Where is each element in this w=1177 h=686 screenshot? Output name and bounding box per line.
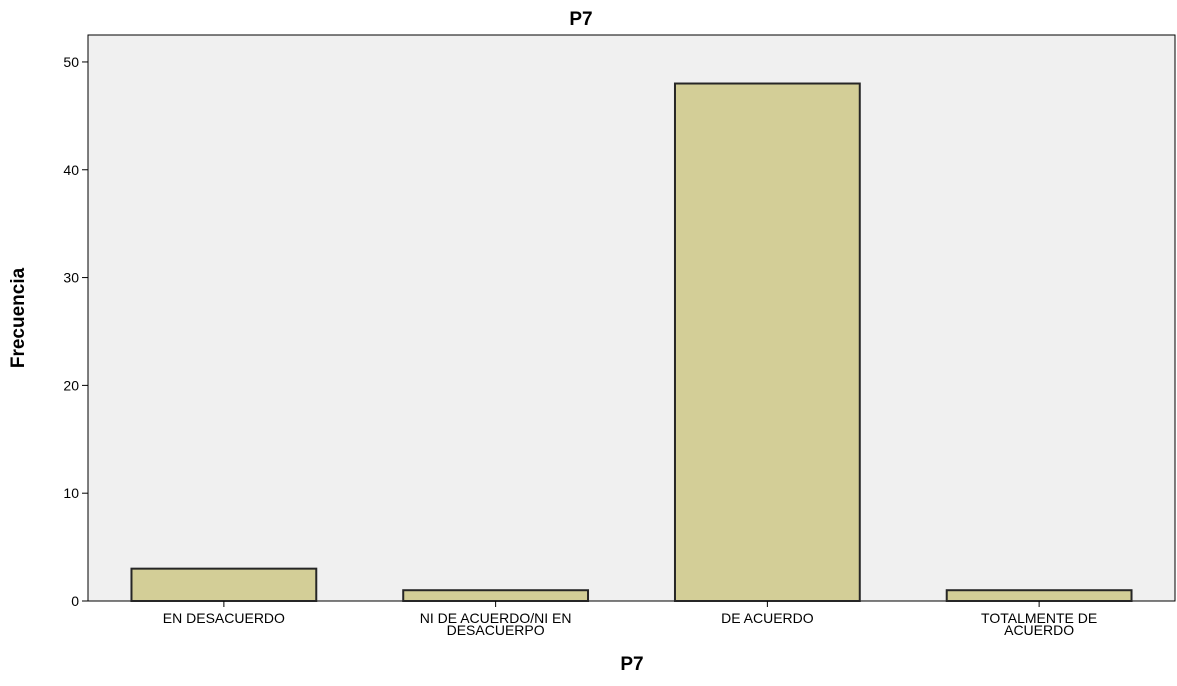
bar [673, 82, 861, 602]
y-tick-label: 10 [63, 485, 79, 501]
x-tick-label: DE ACUERDO [721, 610, 814, 626]
y-tick-label: 0 [71, 593, 79, 609]
chart-title: P7 [569, 9, 592, 30]
bars-group [130, 82, 1133, 603]
y-tick-label: 20 [63, 377, 79, 393]
y-axis-title: Frecuencia [8, 267, 29, 368]
y-tick-label: 50 [63, 54, 79, 70]
x-axis-title: P7 [620, 654, 643, 675]
y-tick-label: 40 [63, 162, 79, 178]
bar [945, 589, 1133, 603]
x-tick-label: TOTALMENTE DE ACUERDO [981, 610, 1097, 638]
x-tick-label: EN DESACUERDO [163, 610, 285, 626]
bar [402, 589, 590, 603]
x-tick-label: NI DE ACUERDO/NI EN DESACUERPO [420, 610, 572, 638]
bar [130, 567, 318, 603]
y-tick-label: 30 [63, 270, 79, 286]
x-axis: EN DESACUERDO NI DE ACUERDO/NI EN DESACUER… [163, 601, 1097, 638]
plot-area [87, 34, 1176, 602]
y-axis: 0 10 20 30 40 50 [63, 54, 88, 609]
